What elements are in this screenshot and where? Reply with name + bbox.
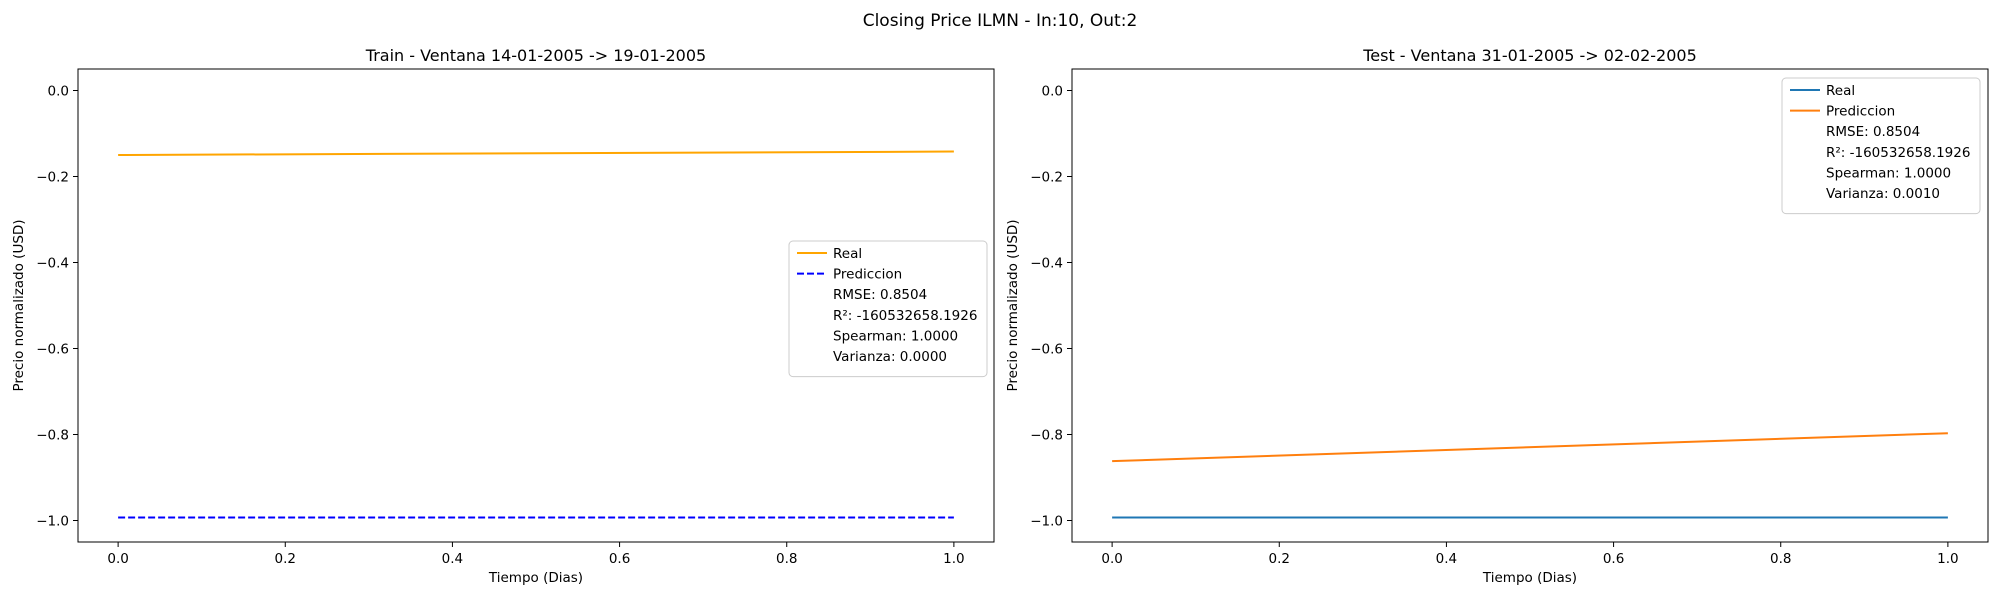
y-tick-label: −0.4 <box>36 256 69 272</box>
y-tick-label: −1.0 <box>36 514 69 530</box>
y-tick-label: −0.2 <box>1030 170 1063 186</box>
legend-metric: RMSE: 0.8504 <box>1826 124 1920 140</box>
legend-label: Prediccion <box>1826 104 1895 120</box>
y-tick-label: −0.8 <box>1030 428 1063 444</box>
legend: Real Prediccion RMSE: 0.8504 R²: -160532658… <box>788 240 988 378</box>
series-line-real <box>118 150 954 156</box>
x-tick-label: 0.8 <box>776 551 797 567</box>
axes-frame <box>1071 68 1989 543</box>
legend-box <box>788 240 988 378</box>
y-axis-label: Precio normalizado (USD) <box>1005 219 1021 391</box>
legend-label: Real <box>1826 83 1855 99</box>
y-tick-label: −0.8 <box>36 428 69 444</box>
legend-metric: Varianza: 0.0010 <box>1826 186 1940 202</box>
chart-panel-2: 0.0 0.2 0.4 0.6 0.8 1.0 0.0 −0.2 −0.4 −0.6 −0.8 −1.… <box>1005 46 1989 586</box>
x-tick-label: 0.0 <box>107 551 128 567</box>
chart-panel-1: 0.0 0.2 0.4 0.6 0.8 1.0 0.0 −0.2 −0.4 −0.6 −0.8 −1.… <box>11 46 995 586</box>
x-tick-label: 0.4 <box>442 551 463 567</box>
y-tick-label: −0.6 <box>36 342 69 358</box>
y-tick-label: −0.2 <box>36 170 69 186</box>
y-tick-label: −1.0 <box>1030 514 1063 530</box>
legend-metric: R²: -160532658.1926 <box>833 308 977 324</box>
axes-frame <box>77 68 995 543</box>
y-tick-label: 0.0 <box>48 84 69 100</box>
legend-label: Prediccion <box>833 267 902 283</box>
legend: Real Prediccion RMSE: 0.8504 R²: -160532658… <box>1781 77 1981 215</box>
chart-title: Train - Ventana 14-01-2005 -> 19-01-2005 <box>365 46 706 65</box>
y-tick-label: −0.4 <box>1030 256 1063 272</box>
legend-metric: R²: -160532658.1926 <box>1826 145 1970 161</box>
legend-metric: Varianza: 0.0000 <box>833 349 947 365</box>
y-tick-label: 0.0 <box>1042 84 1063 100</box>
x-tick-label: 1.0 <box>943 551 964 567</box>
x-tick-label: 0.8 <box>1770 551 1791 567</box>
y-tick-label: −0.6 <box>1030 342 1063 358</box>
y-axis-label: Precio normalizado (USD) <box>11 219 27 391</box>
legend-metric: RMSE: 0.8504 <box>833 287 927 303</box>
x-tick-label: 0.6 <box>1603 551 1624 567</box>
legend-box <box>1781 77 1981 215</box>
x-axis-label: Tiempo (Dias) <box>1482 570 1577 586</box>
x-tick-label: 1.0 <box>1937 551 1958 567</box>
x-tick-label: 0.4 <box>1436 551 1457 567</box>
x-tick-label: 0.0 <box>1101 551 1122 567</box>
series-line-prediccion <box>1112 432 1948 463</box>
legend-metric: Spearman: 1.0000 <box>833 328 958 344</box>
legend-metric: Spearman: 1.0000 <box>1826 165 1951 181</box>
x-tick-label: 0.2 <box>1269 551 1290 567</box>
x-tick-label: 0.2 <box>275 551 296 567</box>
x-tick-label: 0.6 <box>609 551 630 567</box>
legend-label: Real <box>833 246 862 262</box>
x-axis-label: Tiempo (Dias) <box>488 570 583 586</box>
chart-title: Test - Ventana 31-01-2005 -> 02-02-2005 <box>1362 46 1697 65</box>
figure-suptitle: Closing Price ILMN - In:10, Out:2 <box>863 11 1138 31</box>
